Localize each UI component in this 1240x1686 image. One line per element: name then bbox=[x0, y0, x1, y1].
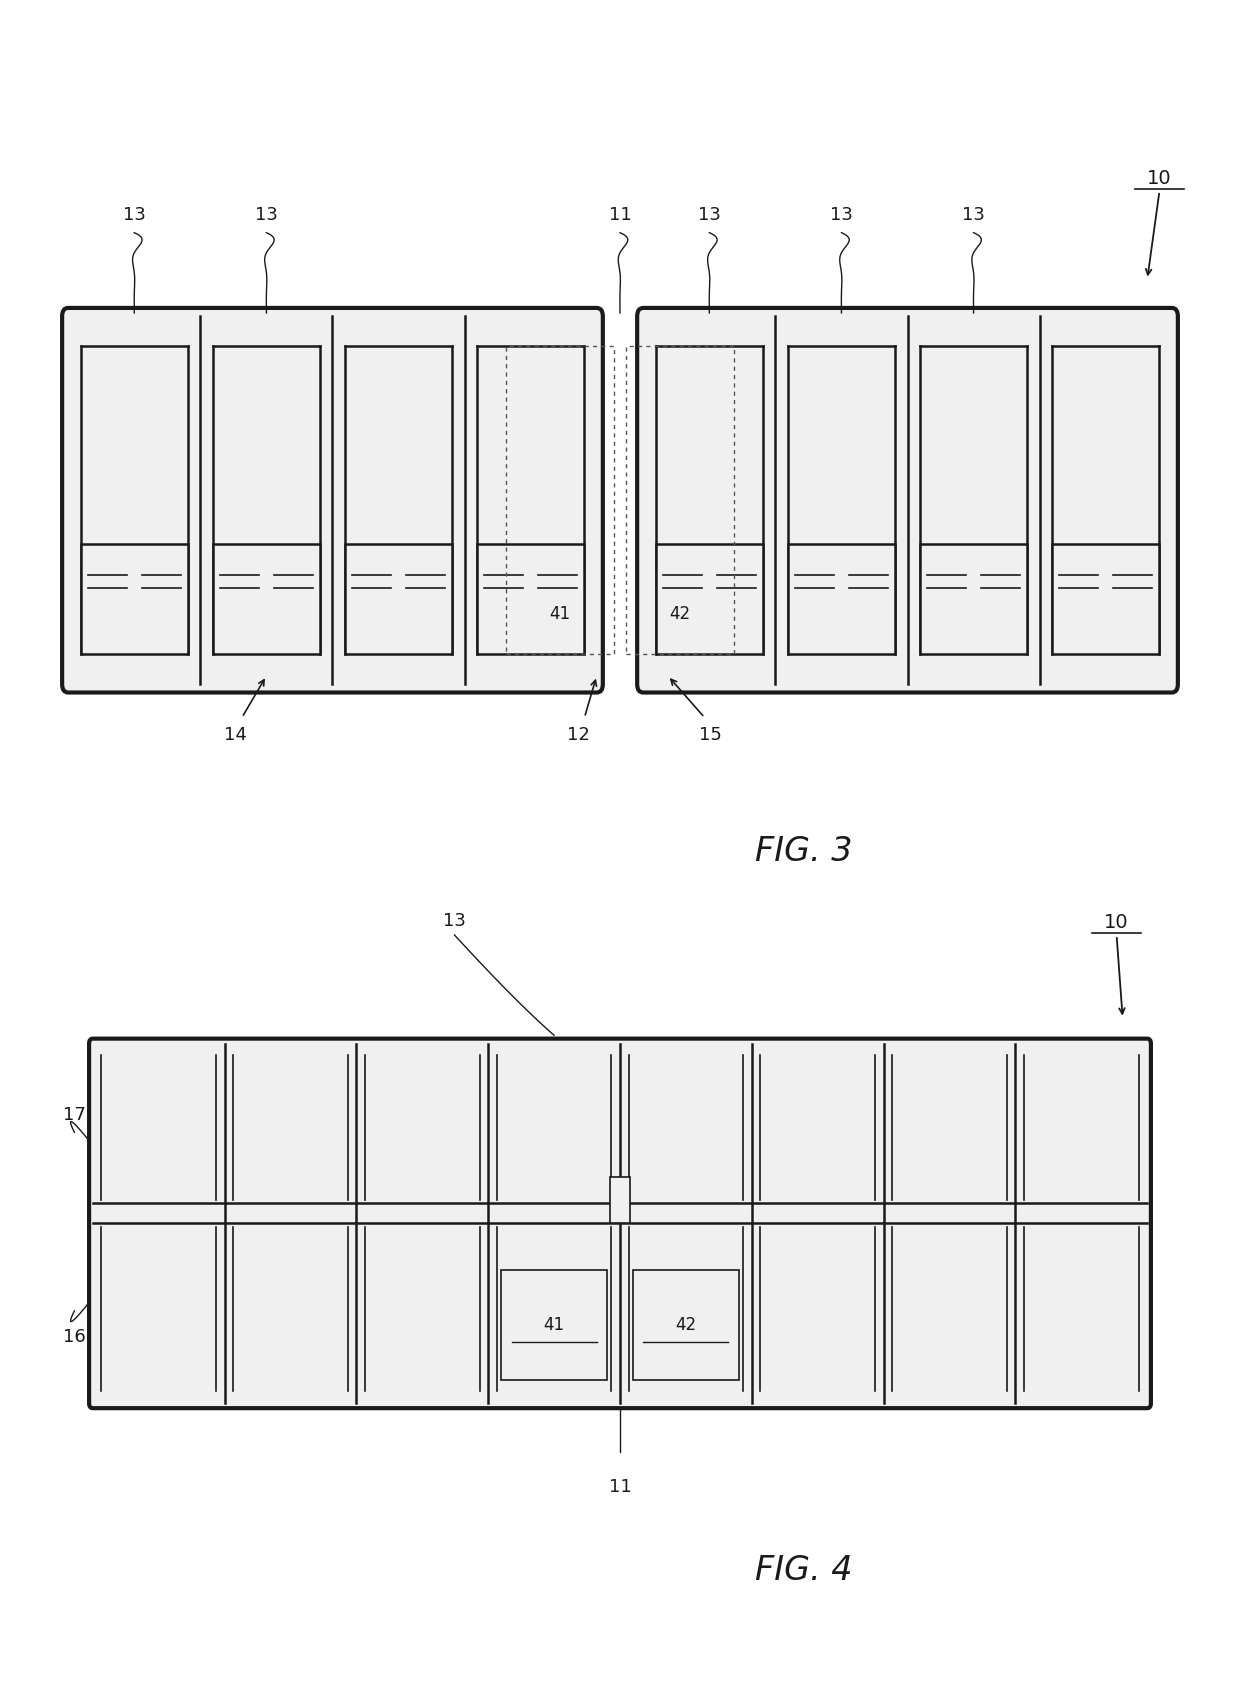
Bar bbox=[920, 545, 1028, 654]
Text: FIG. 3: FIG. 3 bbox=[755, 835, 853, 868]
Bar bbox=[506, 346, 614, 654]
Bar bbox=[212, 545, 320, 654]
Text: 13: 13 bbox=[443, 912, 466, 931]
Bar bbox=[610, 1177, 630, 1224]
Text: 14: 14 bbox=[224, 727, 247, 744]
Text: 12: 12 bbox=[567, 727, 590, 744]
Bar bbox=[81, 545, 188, 654]
Text: 11: 11 bbox=[609, 1479, 631, 1497]
Text: 13: 13 bbox=[255, 206, 278, 224]
Bar bbox=[345, 545, 453, 654]
Text: 13: 13 bbox=[698, 206, 720, 224]
Bar bbox=[626, 346, 734, 654]
Bar bbox=[656, 545, 763, 654]
Text: 15: 15 bbox=[699, 727, 722, 744]
Text: 42: 42 bbox=[670, 605, 691, 624]
Text: 13: 13 bbox=[962, 206, 985, 224]
Text: 13: 13 bbox=[830, 206, 853, 224]
Bar bbox=[787, 545, 895, 654]
FancyBboxPatch shape bbox=[637, 309, 1178, 693]
FancyBboxPatch shape bbox=[62, 309, 603, 693]
Text: 42: 42 bbox=[676, 1317, 697, 1334]
Bar bbox=[1052, 545, 1159, 654]
Text: FIG. 4: FIG. 4 bbox=[755, 1553, 853, 1587]
Bar bbox=[477, 545, 584, 654]
Text: 10: 10 bbox=[1105, 912, 1128, 932]
Bar bbox=[632, 1270, 739, 1379]
Text: 41: 41 bbox=[549, 605, 570, 624]
Text: 10: 10 bbox=[1147, 169, 1172, 187]
Text: 16: 16 bbox=[63, 1327, 86, 1345]
Text: 13: 13 bbox=[123, 206, 146, 224]
FancyBboxPatch shape bbox=[89, 1039, 1151, 1408]
Text: 11: 11 bbox=[609, 206, 631, 224]
Bar bbox=[501, 1270, 608, 1379]
Text: 17: 17 bbox=[63, 1106, 86, 1125]
Text: 41: 41 bbox=[543, 1317, 564, 1334]
